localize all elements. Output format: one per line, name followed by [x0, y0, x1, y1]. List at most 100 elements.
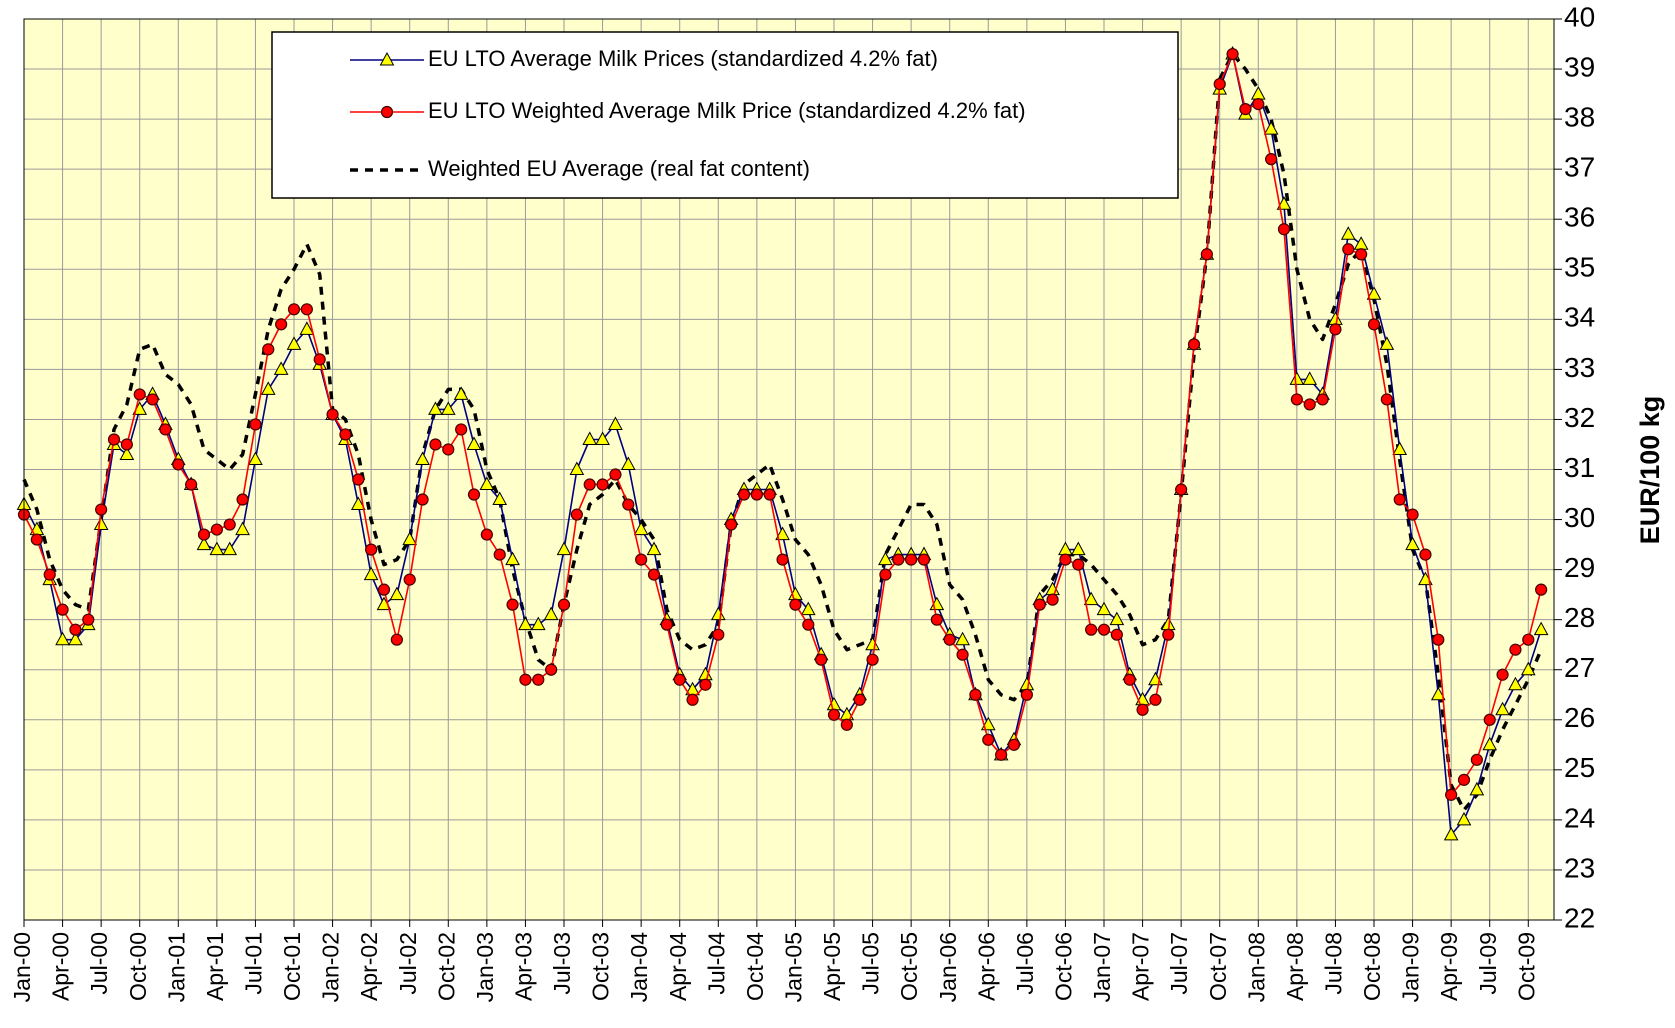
marker [350, 496, 366, 511]
marker [1303, 398, 1316, 411]
marker [635, 553, 648, 566]
marker [763, 488, 776, 501]
marker [1226, 47, 1239, 61]
marker [1445, 788, 1458, 801]
x-tick-label: Jan-02 [318, 932, 344, 1002]
x-tick-label: Oct-07 [1205, 932, 1231, 1001]
marker [248, 451, 263, 465]
marker [185, 478, 198, 491]
marker [209, 541, 225, 556]
x-tick-label: Jul-03 [549, 932, 575, 995]
marker [275, 318, 288, 331]
x-tick-label: Jan-05 [781, 932, 807, 1002]
marker [466, 436, 482, 450]
x-tick-label: Jul-06 [1012, 932, 1038, 995]
y-tick-label: 28 [1564, 602, 1595, 633]
marker [596, 478, 609, 491]
marker [1405, 536, 1420, 551]
marker [647, 568, 661, 581]
marker [1535, 583, 1548, 596]
marker [673, 673, 686, 686]
marker [609, 468, 622, 481]
marker [222, 541, 238, 556]
x-tick-label: Jul-07 [1166, 932, 1192, 995]
marker [379, 51, 395, 66]
marker [1340, 226, 1356, 240]
marker [1020, 688, 1033, 701]
marker [917, 553, 931, 566]
marker [196, 536, 212, 551]
marker [56, 603, 69, 616]
marker [1252, 97, 1265, 111]
marker [363, 566, 379, 581]
marker [300, 303, 313, 316]
y-tick-label: 27 [1564, 652, 1595, 683]
x-tick-label: Jan-01 [163, 932, 189, 1002]
marker [1432, 633, 1445, 646]
marker [969, 688, 982, 701]
marker [1096, 601, 1112, 616]
marker [633, 521, 649, 536]
marker [69, 623, 82, 636]
marker [223, 518, 236, 531]
y-tick-label: 39 [1564, 51, 1595, 82]
y-tick-label: 35 [1564, 252, 1595, 283]
marker [1007, 738, 1021, 751]
x-tick-label: Apr-02 [356, 932, 382, 1001]
y-tick-label: 34 [1564, 302, 1595, 333]
marker [1496, 668, 1509, 681]
legend-label: EU LTO Average Milk Prices (standardized… [428, 46, 938, 71]
y-tick-label: 36 [1564, 202, 1595, 233]
marker [455, 423, 468, 436]
marker [480, 528, 493, 541]
marker [286, 336, 302, 350]
marker [737, 488, 751, 501]
marker [365, 543, 378, 556]
marker [1175, 483, 1188, 496]
marker [982, 733, 995, 746]
marker [1520, 661, 1536, 676]
marker [1482, 736, 1498, 751]
x-tick-label: Oct-08 [1359, 932, 1385, 1001]
marker [299, 321, 315, 335]
x-tick-label: Oct-05 [896, 932, 922, 1001]
marker [390, 633, 403, 646]
marker [930, 613, 943, 626]
marker [120, 438, 133, 451]
marker [172, 458, 185, 471]
marker [68, 631, 83, 646]
marker [1443, 826, 1459, 841]
marker [262, 343, 275, 356]
marker [570, 508, 583, 521]
x-tick-label: Apr-09 [1436, 932, 1462, 1001]
marker [273, 361, 289, 375]
marker [1290, 393, 1303, 406]
marker [840, 718, 853, 731]
marker [725, 518, 738, 531]
marker [93, 516, 109, 531]
marker [1162, 628, 1175, 641]
marker [236, 493, 249, 506]
x-tick-label: Apr-03 [511, 932, 537, 1001]
x-tick-label: Jul-01 [241, 932, 267, 995]
marker [339, 428, 352, 441]
marker [815, 653, 828, 666]
marker [442, 443, 455, 456]
marker [1379, 336, 1395, 350]
marker [1109, 611, 1125, 626]
marker [1070, 541, 1086, 556]
marker [995, 748, 1008, 761]
y-tick-label: 23 [1564, 852, 1595, 883]
marker [493, 548, 506, 561]
y-tick-label: 37 [1564, 152, 1595, 183]
marker [557, 598, 571, 611]
x-tick-label: Jul-05 [858, 932, 884, 995]
marker [660, 618, 673, 631]
marker [429, 438, 442, 451]
marker [776, 553, 789, 566]
x-tick-label: Jan-09 [1398, 932, 1424, 1002]
marker [197, 528, 211, 541]
marker [1533, 621, 1549, 636]
marker [879, 568, 892, 581]
marker [210, 523, 223, 536]
